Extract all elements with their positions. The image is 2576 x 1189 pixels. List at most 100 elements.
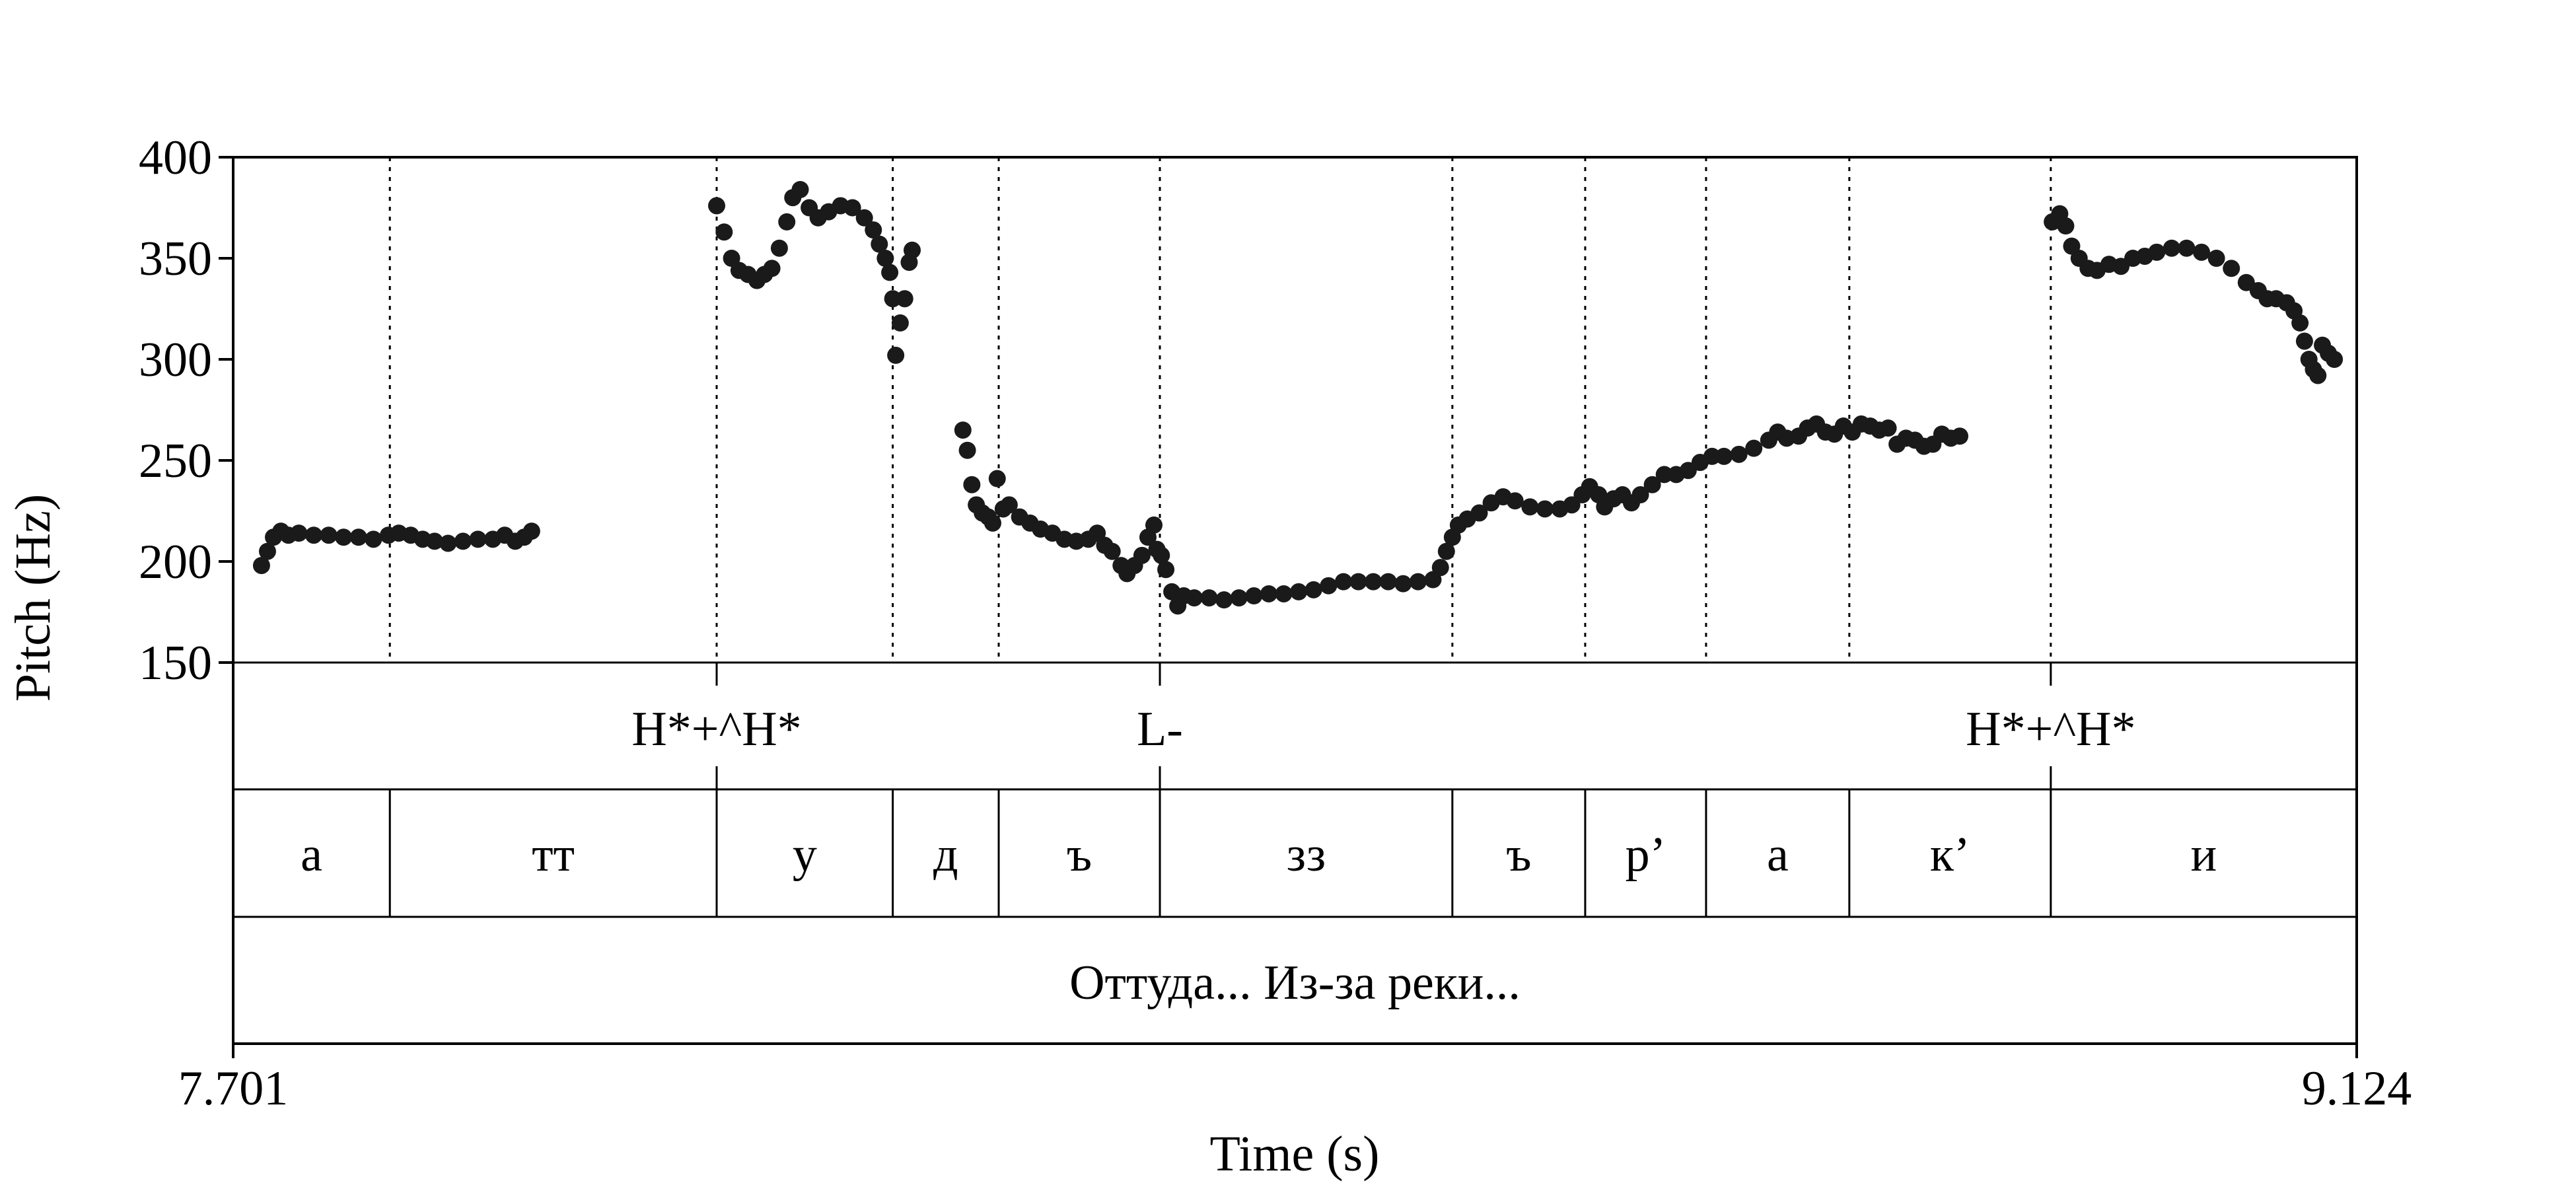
pitch-point <box>320 526 338 544</box>
pitch-point <box>1521 498 1539 516</box>
pitch-point <box>1431 559 1449 577</box>
pitch-point <box>1745 439 1763 457</box>
x-tick-label: 9.124 <box>2302 1062 2412 1116</box>
pitch-point <box>963 476 981 493</box>
pitch-point <box>1730 445 1748 463</box>
pitch-point <box>1643 476 1661 493</box>
pitch-point <box>1157 561 1175 579</box>
phone-label: к’ <box>1930 828 1970 882</box>
pitch-point <box>2148 243 2166 261</box>
tone-label: H*+^H* <box>631 702 801 756</box>
pitch-point <box>1506 492 1524 510</box>
pitch-point <box>881 264 899 281</box>
pitch-point <box>1334 573 1352 591</box>
pitch-point <box>855 209 873 227</box>
pitch-point <box>1320 577 1338 594</box>
tone-label: H*+^H* <box>1966 702 2135 756</box>
pitch-point <box>1103 542 1121 560</box>
pitch-point <box>2207 250 2225 267</box>
pitch-point <box>1185 589 1203 607</box>
y-tick-label: 350 <box>139 232 212 286</box>
pitch-point <box>2178 239 2196 257</box>
pitch-point <box>770 239 788 257</box>
outer-frame <box>232 156 2358 1045</box>
pitch-point <box>349 528 367 546</box>
y-axis-label: Pitch (Hz) <box>5 494 61 702</box>
pitch-point <box>1230 589 1248 607</box>
pitch-point <box>1631 486 1649 504</box>
pitch-point <box>469 530 487 548</box>
pitch-point <box>2163 239 2180 257</box>
pitch-point <box>1260 585 1277 602</box>
phone-label: и <box>2191 828 2217 882</box>
pitch-point <box>1215 591 1233 609</box>
pitch-point <box>887 346 905 364</box>
x-axis-label: Time (s) <box>1210 1126 1380 1182</box>
pitch-point <box>877 250 894 267</box>
pitch-point <box>2193 243 2211 261</box>
y-tick-label: 250 <box>139 434 212 488</box>
plot-frame <box>232 156 2358 1045</box>
pitch-point <box>252 557 270 575</box>
pitch-point <box>335 528 353 546</box>
pitch-point <box>1879 419 1897 437</box>
pitch-point <box>1536 500 1554 518</box>
pitch-point <box>1437 542 1455 560</box>
pitch-point <box>1200 589 1218 607</box>
x-tick-label: 7.701 <box>178 1062 289 1116</box>
pitch-point <box>2326 351 2343 368</box>
pitch-points <box>252 180 2343 615</box>
pitch-point <box>865 221 882 239</box>
pitch-point <box>763 260 781 277</box>
pitch-point <box>1349 573 1367 591</box>
pitch-point <box>1275 585 1293 602</box>
tone-label: L- <box>1137 702 1183 756</box>
pitch-point <box>1409 573 1427 591</box>
pitch-point <box>2291 314 2309 332</box>
pitch-point <box>365 530 382 548</box>
pitch-point <box>1290 583 1308 600</box>
phone-label: тт <box>532 828 575 882</box>
pitch-point <box>426 532 444 550</box>
phone-label: ъ <box>1506 828 1531 882</box>
pitch-point <box>1715 447 1733 465</box>
pitch-point <box>988 470 1006 487</box>
pitch-point <box>454 532 472 550</box>
pitch-point <box>522 522 540 540</box>
phone-label: у <box>793 828 817 882</box>
pitch-point <box>1133 546 1151 564</box>
pitch-point <box>1951 427 1969 445</box>
word-label: Оттуда... Из-за реки... <box>1069 956 1521 1010</box>
y-tick-label: 300 <box>139 333 212 387</box>
pitch-point <box>1145 516 1163 534</box>
interval-boundaries <box>388 157 2052 663</box>
pitch-point <box>954 421 972 439</box>
y-tick-label: 400 <box>139 131 212 185</box>
pitch-point <box>896 290 913 308</box>
pitch-point <box>843 199 861 217</box>
pitch-point <box>2295 332 2313 350</box>
pitch-point <box>290 524 308 542</box>
phone-label: а <box>301 828 322 882</box>
phone-label: р’ <box>1626 828 1666 882</box>
pitch-point <box>258 542 276 560</box>
annotation-tiers: H*+^H* L- H*+^H* а тт у д ъ зз ъ р’ а к’ и Оттуда... И… <box>233 661 2357 1010</box>
y-tick-label: 200 <box>139 535 212 589</box>
pitch-point <box>1470 504 1488 522</box>
pitch-point <box>1305 581 1322 598</box>
pitch-point <box>708 197 726 215</box>
pitch-point <box>1365 573 1382 591</box>
pitch-point <box>1153 546 1170 564</box>
pitch-point <box>439 534 457 552</box>
phone-label: зз <box>1287 828 1326 882</box>
pitch-point <box>1655 466 1673 484</box>
pitch-point <box>984 514 1001 532</box>
phone-label: ъ <box>1067 828 1092 882</box>
phone-label: д <box>933 828 958 882</box>
pitch-point <box>2223 260 2240 277</box>
axis-ticks: 150 200 250 300 350 400 7.701 9.124 <box>139 131 2412 1116</box>
pitch-point <box>791 180 809 198</box>
pitch-point <box>1379 573 1397 591</box>
pitch-point <box>884 290 902 308</box>
